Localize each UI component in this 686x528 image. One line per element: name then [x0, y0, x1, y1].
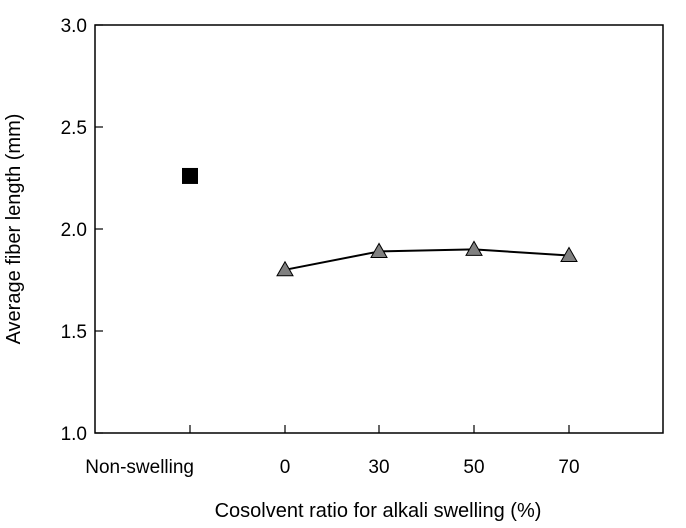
- x-tick-label: 30: [368, 457, 389, 478]
- x-tick-label: 50: [463, 457, 484, 478]
- y-tick-label: 1.5: [61, 322, 87, 343]
- x-axis: Non-swelling 0 30 50 70: [85, 425, 580, 478]
- data-point-triangle: [276, 260, 294, 277]
- x-tick-label: 70: [558, 457, 579, 478]
- y-tick-label: 3.0: [61, 16, 87, 37]
- series-layer: [182, 167, 578, 277]
- data-point-square: [182, 167, 198, 184]
- data-point-triangle: [370, 242, 388, 258]
- x-axis-title: Cosolvent ratio for alkali swelling (%): [215, 500, 542, 522]
- data-point-triangle: [560, 246, 578, 263]
- data-point-triangle: [465, 240, 483, 256]
- x-tick-label: Non-swelling: [85, 457, 194, 478]
- series-line: [284, 248, 570, 271]
- y-axis: 1.0 1.5 2.0 2.5 3.0: [61, 16, 103, 445]
- y-tick-label: 1.0: [61, 424, 87, 445]
- y-axis-title: Average fiber length (mm): [3, 114, 25, 345]
- x-tick-label: 0: [280, 457, 291, 478]
- y-tick-label: 2.5: [61, 118, 87, 139]
- plot-frame: [94, 24, 664, 434]
- y-tick-label: 2.0: [61, 220, 87, 241]
